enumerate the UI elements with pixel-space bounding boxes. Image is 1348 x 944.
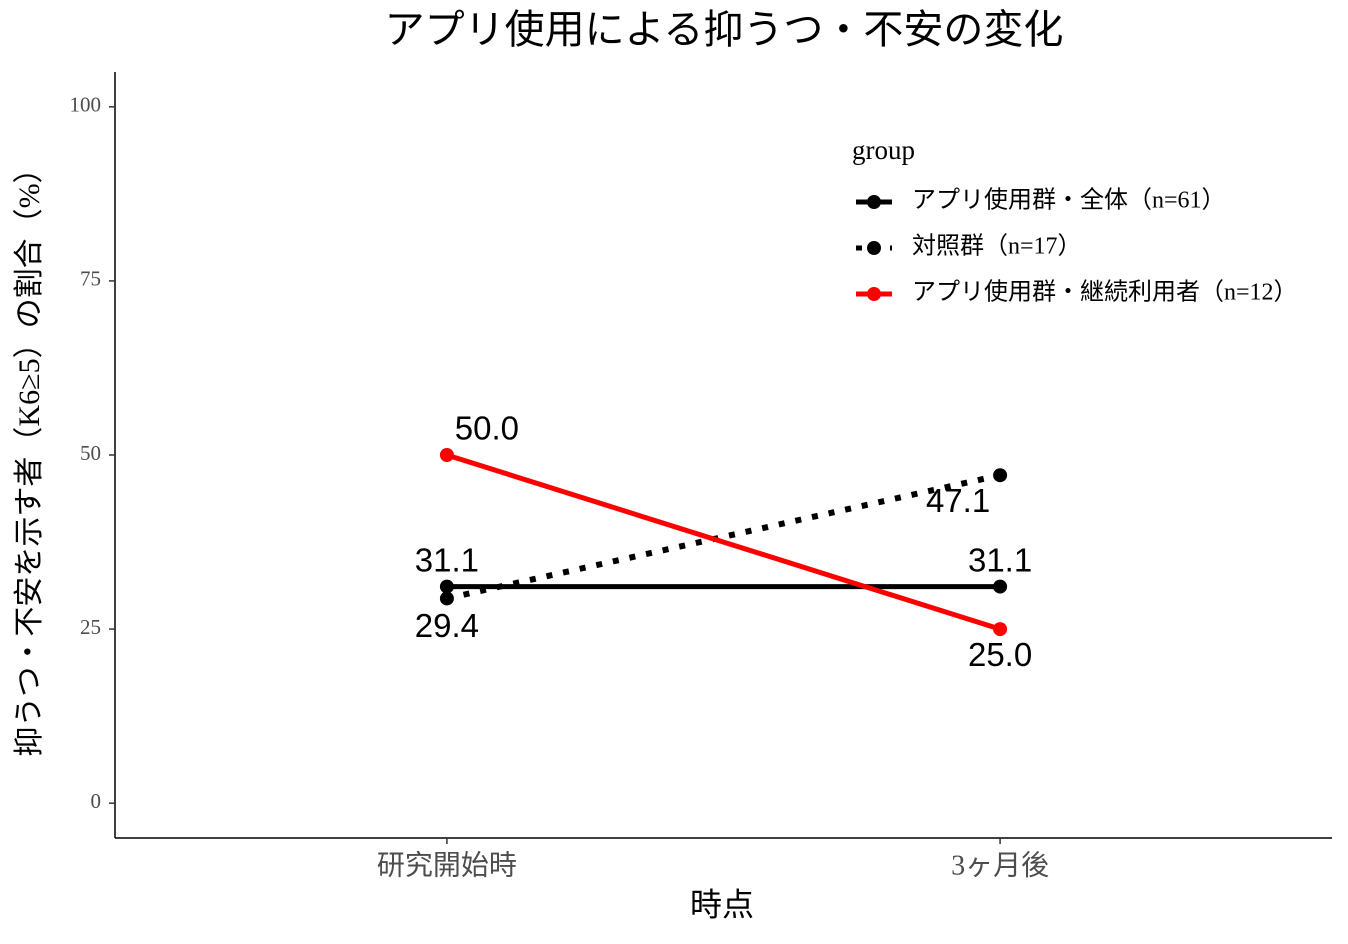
legend-point xyxy=(867,241,881,255)
data-label: 31.1 xyxy=(968,541,1032,578)
point xyxy=(993,468,1008,483)
legend-point xyxy=(867,287,881,301)
legend-label: 対照群（n=17） xyxy=(912,233,1082,260)
data-label: 47.1 xyxy=(926,482,990,519)
series-line xyxy=(446,472,1001,602)
y-tick-label: 0 xyxy=(91,789,102,813)
data-label: 25.0 xyxy=(968,636,1032,673)
x-tick-label: 研究開始時 xyxy=(377,849,517,881)
series-line xyxy=(446,452,1001,632)
point xyxy=(993,622,1008,637)
y-axis-title: 抑うつ・不安を示す者（K6≥5）の割合（%） xyxy=(13,153,46,756)
data-label: 29.4 xyxy=(415,607,479,644)
y-tick-label: 50 xyxy=(80,441,101,465)
legend-label: アプリ使用群・継続利用者（n=12） xyxy=(912,279,1298,306)
point xyxy=(993,579,1008,594)
legend-title: group xyxy=(852,135,915,165)
point xyxy=(439,448,454,462)
point xyxy=(439,579,454,594)
chart-title: アプリ使用による抑うつ・不安の変化 xyxy=(385,7,1064,52)
x-axis-title: 時点 xyxy=(690,886,754,922)
y-tick-label: 25 xyxy=(80,615,101,639)
point xyxy=(439,591,454,606)
data-label: 31.1 xyxy=(415,541,479,578)
y-tick-label: 75 xyxy=(80,267,101,291)
x-tick-label: 3ヶ月後 xyxy=(951,849,1049,881)
y-tick-label: 100 xyxy=(70,93,102,117)
data-label: 50.0 xyxy=(455,410,519,447)
legend-point xyxy=(867,195,881,209)
legend-label: アプリ使用群・全体（n=61） xyxy=(912,187,1226,214)
